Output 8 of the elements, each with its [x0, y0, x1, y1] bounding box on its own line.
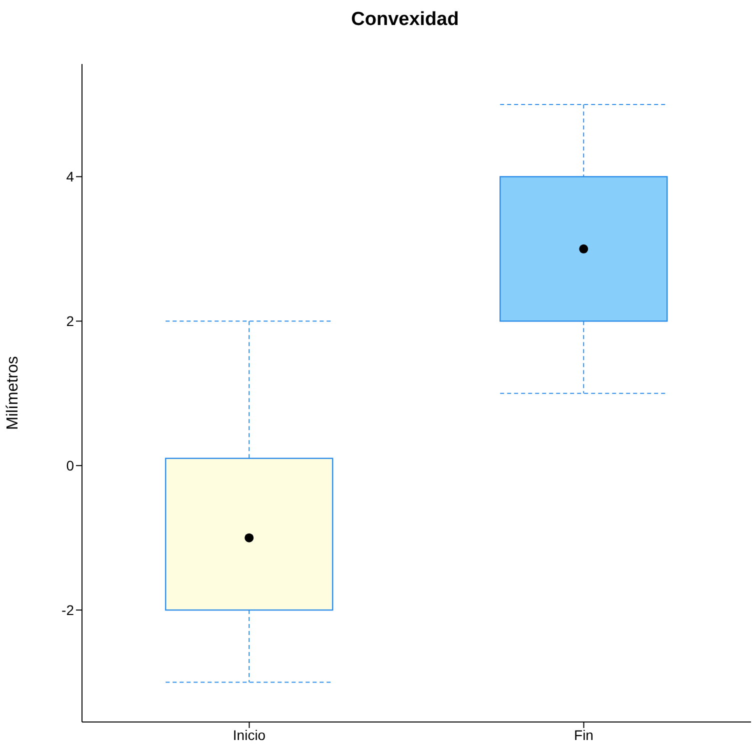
- x-tick-label: Fin: [574, 726, 594, 743]
- chart-title: Convexidad: [350, 9, 460, 31]
- y-tick-label: -2: [62, 602, 74, 618]
- y-axis-title: Milímetros: [4, 356, 22, 430]
- y-tick-label: 4: [66, 168, 74, 185]
- y-tick-label: 0: [66, 458, 74, 474]
- x-tick-label: Inicio: [232, 726, 266, 743]
- y-tick-label: 2: [66, 313, 74, 330]
